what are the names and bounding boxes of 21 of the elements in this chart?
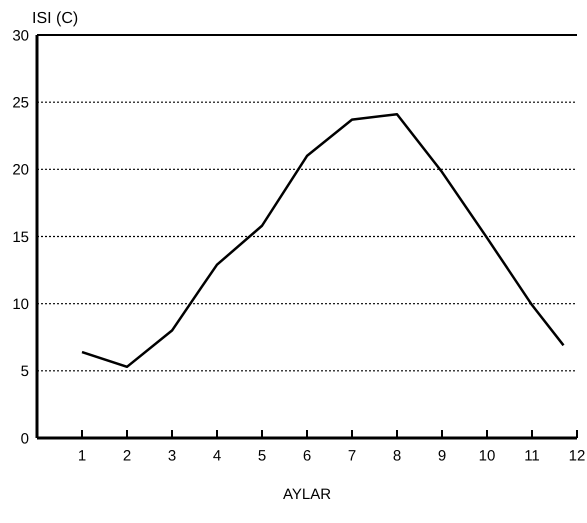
x-tick-label: 8 [392, 448, 402, 465]
x-tick-label: 3 [168, 448, 176, 465]
y-tick-label: 30 [12, 27, 29, 44]
x-tick-label: 11 [524, 448, 540, 465]
x-axis-title: AYLAR [282, 486, 332, 503]
y-tick-label: 5 [20, 363, 29, 380]
x-tick-label: 7 [348, 448, 356, 465]
x-tick-label: 10 [478, 448, 496, 465]
y-tick-label: 15 [12, 228, 29, 246]
x-tick-label: 9 [438, 448, 446, 465]
y-tick-label: 25 [12, 94, 29, 112]
y-tick-label: 10 [12, 296, 29, 313]
x-tick-label: 1 [78, 448, 86, 465]
x-tick-label: 4 [212, 448, 222, 465]
y-tick-label: 0 [20, 430, 29, 448]
x-tick-label: 2 [122, 448, 132, 465]
x-tick-label: 12 [568, 448, 586, 465]
x-tick-label: 5 [258, 448, 266, 465]
y-axis-title: ISI (C) [32, 10, 78, 28]
y-tick-label: 20 [12, 162, 29, 179]
x-tick-label: 6 [302, 448, 312, 465]
